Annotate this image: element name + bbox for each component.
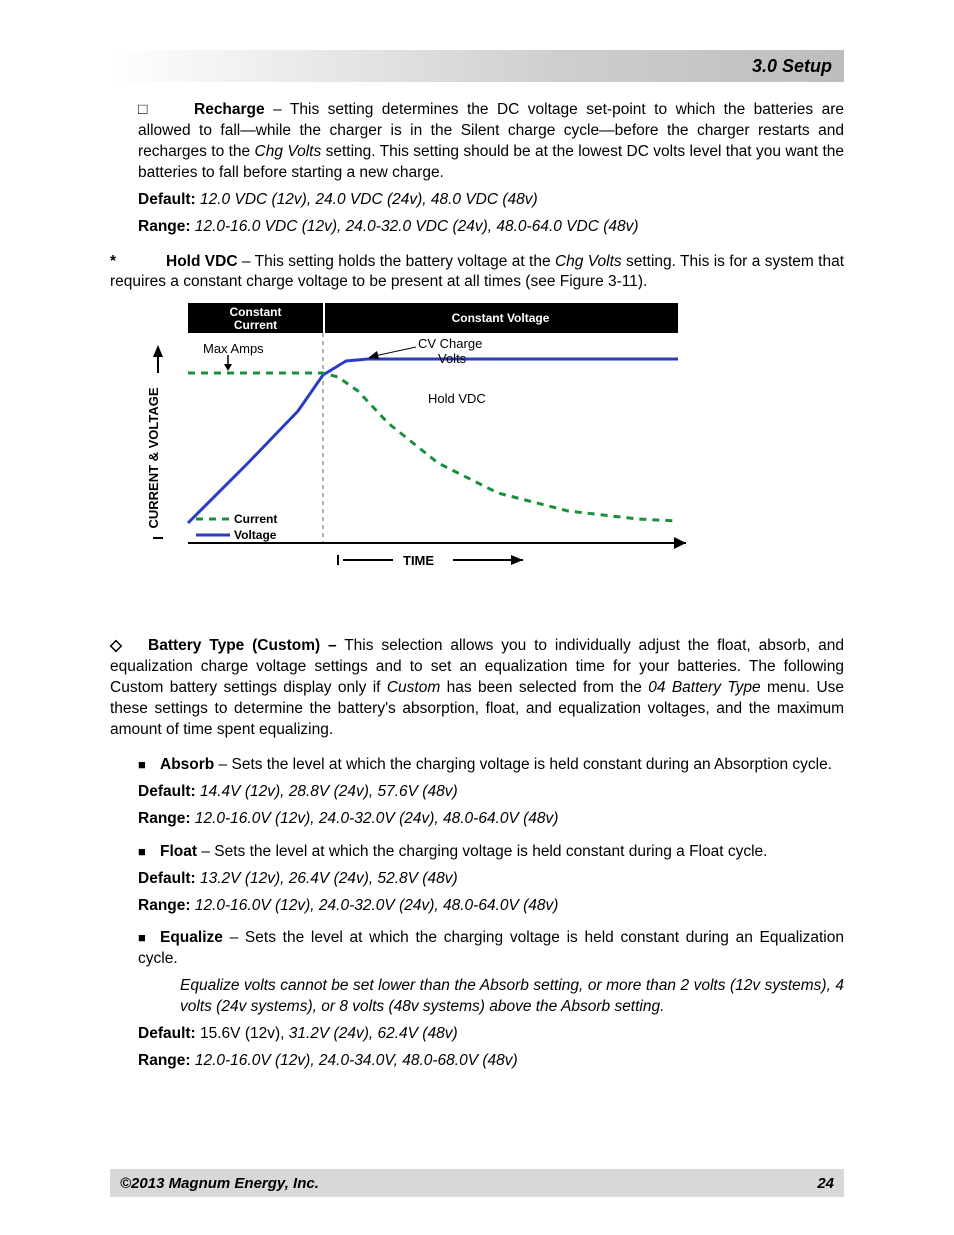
float-default-rest: , 26.4V (24v), 52.8V (48v) bbox=[280, 870, 457, 887]
equalize-note: Equalize volts cannot be set lower than … bbox=[180, 976, 844, 1018]
bullet-star-icon bbox=[110, 253, 166, 270]
bt-title: Battery Type (Custom) – bbox=[148, 637, 337, 654]
document-page: 3.0 Setup Recharge – This setting determ… bbox=[0, 0, 954, 1235]
footer-copyright: ©2013 Magnum Energy, Inc. bbox=[120, 1175, 319, 1192]
range-label: Range: bbox=[138, 810, 191, 827]
eq-range-rest: , 24.0-34.0V, 48.0-68.0V (48v) bbox=[310, 1052, 517, 1069]
absorb-title: Absorb bbox=[160, 756, 214, 773]
absorb-default-rest: , 28.8V (24v), 57.6V (48v) bbox=[280, 783, 457, 800]
svg-text:Volts: Volts bbox=[438, 351, 467, 366]
charge-profile-chart: ConstantCurrentConstant VoltageCURRENT &… bbox=[138, 303, 698, 610]
hold-title: Hold VDC bbox=[166, 253, 238, 270]
recharge-para: Recharge – This setting determines the D… bbox=[138, 100, 844, 184]
default-label: Default: bbox=[138, 191, 196, 208]
default-label: Default: bbox=[138, 870, 196, 887]
bullet-fsquare-icon bbox=[138, 756, 160, 773]
svg-text:Current: Current bbox=[234, 318, 277, 332]
equalize-default: Default: 15.6V (12v), 31.2V (24v), 62.4V… bbox=[138, 1024, 844, 1045]
float-default: Default: 13.2V (12v), 26.4V (24v), 52.8V… bbox=[138, 869, 844, 890]
header-title: 3.0 Setup bbox=[752, 56, 832, 77]
section-header: 3.0 Setup bbox=[110, 50, 844, 82]
bullet-fsquare-icon bbox=[138, 929, 160, 946]
default-label: Default: bbox=[138, 783, 196, 800]
default-val: 12.0 VDC (12v), 24.0 VDC (24v), 48.0 VDC… bbox=[196, 191, 538, 208]
bullet-fsquare-icon bbox=[138, 843, 160, 860]
range-val: 12.0-16.0 VDC (12v), 24.0-32.0 VDC (24v)… bbox=[191, 218, 639, 235]
float-range-val: 12.0-16.0V (12v), 24.0-32.0V (24v), 48.0… bbox=[191, 897, 559, 914]
eq-range-v1: 12.0-16.0V (12v) bbox=[191, 1052, 311, 1069]
svg-text:Voltage: Voltage bbox=[234, 528, 277, 542]
svg-text:TIME: TIME bbox=[403, 553, 434, 568]
recharge-title: Recharge bbox=[194, 101, 265, 118]
bt-text-2: has been selected from the bbox=[440, 679, 648, 696]
bullet-square-icon bbox=[138, 101, 194, 118]
hold-para: Hold VDC – This setting holds the batter… bbox=[110, 252, 844, 294]
recharge-chgvolts: Chg Volts bbox=[255, 143, 322, 160]
svg-text:CURRENT & VOLTAGE: CURRENT & VOLTAGE bbox=[146, 388, 161, 529]
float-title: Float bbox=[160, 843, 197, 860]
recharge-range: Range: 12.0-16.0 VDC (12v), 24.0-32.0 VD… bbox=[138, 217, 844, 238]
absorb-para: Absorb – Sets the level at which the cha… bbox=[138, 755, 844, 776]
footer-bar: ©2013 Magnum Energy, Inc. 24 bbox=[110, 1169, 844, 1197]
absorb-default-val: 14.4V (12v) bbox=[196, 783, 280, 800]
hold-chgvolts: Chg Volts bbox=[555, 253, 622, 270]
body-content: Recharge – This setting determines the D… bbox=[110, 100, 844, 1072]
bt-menu: 04 Battery Type bbox=[648, 679, 760, 696]
hold-text-1: – This setting holds the battery voltage… bbox=[238, 253, 555, 270]
eq-text: – Sets the level at which the charging v… bbox=[138, 929, 844, 967]
eq-default-rest: 31.2V (24v), 62.4V (48v) bbox=[289, 1025, 458, 1042]
equalize-range: Range: 12.0-16.0V (12v), 24.0-34.0V, 48.… bbox=[138, 1051, 844, 1072]
float-para: Float – Sets the level at which the char… bbox=[138, 842, 844, 863]
recharge-default: Default: 12.0 VDC (12v), 24.0 VDC (24v),… bbox=[138, 190, 844, 211]
default-label: Default: bbox=[138, 1025, 196, 1042]
bt-custom: Custom bbox=[387, 679, 440, 696]
float-range: Range: 12.0-16.0V (12v), 24.0-32.0V (24v… bbox=[138, 896, 844, 917]
range-label: Range: bbox=[138, 1052, 191, 1069]
absorb-range-val: 12.0-16.0V (12v), 24.0-32.0V (24v), 48.0… bbox=[191, 810, 559, 827]
absorb-default: Default: 14.4V (12v), 28.8V (24v), 57.6V… bbox=[138, 782, 844, 803]
float-text-1: – Sets the level at which the charging v… bbox=[197, 843, 566, 860]
equalize-para: Equalize – Sets the level at which the c… bbox=[138, 928, 844, 970]
footer-page: 24 bbox=[817, 1175, 834, 1192]
svg-text:Current: Current bbox=[234, 512, 277, 526]
eq-title: Equalize bbox=[160, 929, 223, 946]
absorb-text: – Sets the level at which the charging v… bbox=[214, 756, 832, 773]
svg-text:Constant: Constant bbox=[230, 305, 282, 319]
svg-text:Hold VDC: Hold VDC bbox=[428, 391, 486, 406]
svg-text:Max Amps: Max Amps bbox=[203, 341, 264, 356]
battery-type-para: Battery Type (Custom) – This selection a… bbox=[110, 636, 844, 741]
absorb-range: Range: 12.0-16.0V (12v), 24.0-32.0V (24v… bbox=[138, 809, 844, 830]
float-cycle: Float cycle. bbox=[689, 843, 767, 860]
float-text-2: during a bbox=[624, 843, 689, 860]
bullet-diamond-icon bbox=[110, 637, 148, 654]
svg-text:Constant Voltage: Constant Voltage bbox=[452, 311, 550, 325]
svg-text:CV Charge: CV Charge bbox=[418, 336, 482, 351]
float-const: constant bbox=[566, 843, 625, 860]
chart-svg: ConstantCurrentConstant VoltageCURRENT &… bbox=[138, 303, 698, 603]
float-default-val: 13.2V (12v) bbox=[196, 870, 280, 887]
range-label: Range: bbox=[138, 897, 191, 914]
eq-default-v1: 15.6V (12v), bbox=[196, 1025, 289, 1042]
range-label: Range: bbox=[138, 218, 191, 235]
